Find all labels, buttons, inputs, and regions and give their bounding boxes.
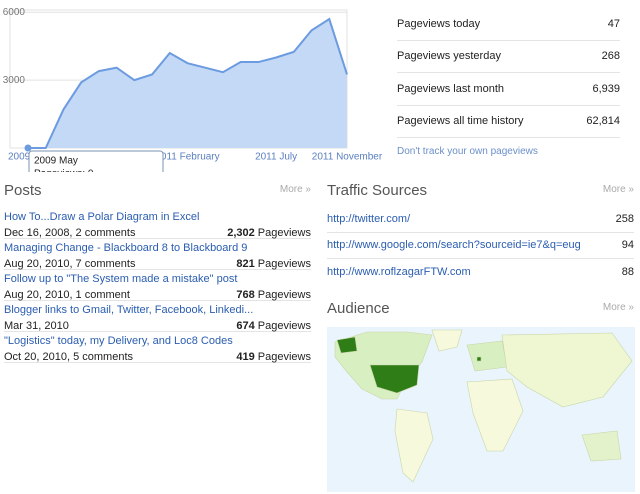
post-row: "Logistics" today, my Delivery, and Loc8… [4, 332, 311, 363]
post-unit: Pageviews [257, 258, 311, 270]
post-title[interactable]: "Logistics" today, my Delivery, and Loc8… [4, 335, 233, 347]
stat-label: Pageviews last month [397, 82, 504, 95]
post-views: 2,302 Pageviews [227, 227, 311, 239]
traffic-list: http://twitter.com/258 http://www.google.… [327, 206, 634, 285]
post-views: 419 Pageviews [236, 351, 311, 363]
traffic-url[interactable]: http://www.roflzagarFTW.com [327, 265, 471, 278]
more-link[interactable]: More » [602, 302, 634, 313]
section-title: Posts [4, 182, 42, 199]
stat-label: Pageviews today [397, 17, 481, 30]
y-tick-label: 6000 [3, 7, 26, 18]
stats-panel: Pageviews today 47 Pageviews yesterday 268 P… [397, 8, 620, 157]
alaska [336, 336, 358, 354]
posts-list: How To...Draw a Polar Diagram in Excel De… [4, 208, 311, 363]
post-count: 821 [236, 258, 255, 270]
post-unit: Pageviews [257, 320, 311, 332]
tooltip-box [28, 150, 164, 172]
traffic-url[interactable]: http://www.google.com/search?sourceid=ie… [327, 239, 581, 252]
world-map [327, 327, 635, 492]
post-row: How To...Draw a Polar Diagram in Excel De… [4, 208, 311, 239]
greenland [431, 329, 463, 352]
post-title[interactable]: Follow up to "The System made a mistake"… [4, 273, 238, 285]
africa [466, 378, 524, 452]
stat-value: 268 [601, 50, 620, 63]
post-meta: Dec 16, 2008, 2 comments 2,302 Pageviews [4, 227, 311, 239]
post-meta: Oct 20, 2010, 5 comments 419 Pageviews [4, 351, 311, 363]
section-title: Audience [327, 300, 390, 317]
post-title[interactable]: How To...Draw a Polar Diagram in Excel [4, 211, 200, 223]
post-row: Blogger links to Gmail, Twitter, Faceboo… [4, 301, 311, 332]
uk [476, 356, 482, 362]
traffic-row: http://www.google.com/search?sourceid=ie… [327, 233, 634, 259]
post-date: Oct 20, 2010, 5 comments [4, 351, 134, 363]
stat-label: Pageviews yesterday [397, 50, 501, 63]
post-meta: Mar 31, 2010 674 Pageviews [4, 320, 311, 332]
stat-row: Pageviews today 47 [397, 8, 620, 41]
stat-value: 6,939 [592, 82, 620, 95]
post-count: 674 [236, 320, 255, 332]
traffic-section: Traffic Sources More » http://twitter.co… [327, 182, 634, 285]
post-views: 821 Pageviews [236, 258, 311, 270]
stat-row: Pageviews yesterday 268 [397, 41, 620, 73]
traffic-count: 94 [621, 239, 634, 252]
tooltip-label: Pageviews: 0 [34, 169, 94, 172]
x-tick-label: 2011 July [255, 152, 297, 163]
line [28, 17, 348, 149]
post-date: Aug 20, 2010, 1 comment [4, 289, 130, 301]
post-unit: Pageviews [257, 351, 311, 363]
section-title: Traffic Sources [327, 182, 428, 199]
x-tick-label: 2011 November [312, 152, 383, 163]
australia [581, 430, 622, 462]
post-date: Dec 16, 2008, 2 comments [4, 227, 136, 239]
traffic-row: http://www.roflzagarFTW.com 88 [327, 259, 634, 285]
x-tick-label: 2011 February [155, 152, 219, 163]
more-link[interactable]: More » [279, 184, 311, 195]
traffic-count: 258 [615, 212, 634, 225]
y-tick-label: 3000 [3, 75, 26, 86]
post-date: Mar 31, 2010 [4, 320, 69, 332]
stat-label: Pageviews all time history [397, 115, 524, 128]
post-meta: Aug 20, 2010, 1 comment 768 Pageviews [4, 289, 311, 301]
post-views: 674 Pageviews [236, 320, 311, 332]
post-unit: Pageviews [257, 289, 311, 301]
stat-value: 47 [607, 17, 620, 30]
post-views: 768 Pageviews [236, 289, 311, 301]
stat-value: 62,814 [586, 115, 620, 128]
south-america [394, 408, 434, 483]
post-row: Follow up to "The System made a mistake"… [4, 270, 311, 301]
posts-section: Posts More » How To...Draw a Polar Diagr… [4, 182, 311, 363]
stat-row: Pageviews last month 6,939 [397, 73, 620, 106]
tooltip-title: 2009 May [34, 156, 78, 167]
post-count: 2,302 [227, 227, 255, 239]
area [28, 19, 347, 149]
post-meta: Aug 20, 2010, 7 comments 821 Pageviews [4, 258, 311, 270]
asia [501, 332, 633, 408]
tooltip: 2009 May Pageviews: 0 [28, 150, 164, 172]
post-title[interactable]: Managing Change - Blackboard 8 to Blackb… [4, 242, 248, 254]
post-count: 768 [236, 289, 255, 301]
more-link[interactable]: More » [602, 184, 634, 195]
pageviews-chart: 3000 6000 2009 May 2011 February 2011 July 20… [3, 7, 383, 172]
post-title[interactable]: Blogger links to Gmail, Twitter, Faceboo… [4, 304, 254, 316]
post-row: Managing Change - Blackboard 8 to Blackb… [4, 239, 311, 270]
usa [369, 364, 420, 394]
traffic-url[interactable]: http://twitter.com/ [327, 212, 411, 225]
audience-section: Audience More » [327, 300, 635, 492]
traffic-count: 88 [621, 265, 634, 278]
stat-row: Pageviews all time history 62,814 [397, 106, 620, 138]
post-unit: Pageviews [257, 227, 311, 239]
track-link[interactable]: Don't track your own pageviews [397, 146, 538, 157]
traffic-row: http://twitter.com/258 [327, 206, 634, 233]
post-date: Aug 20, 2010, 7 comments [4, 258, 136, 270]
post-count: 419 [236, 351, 255, 363]
point [24, 144, 32, 152]
